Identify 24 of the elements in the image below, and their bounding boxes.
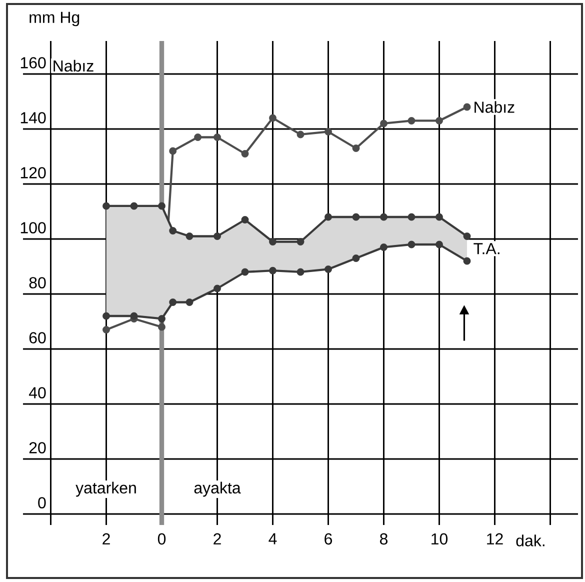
x-axis-title: dak.: [516, 534, 544, 546]
x-tick-label: 2: [102, 533, 110, 544]
x-tick-label: 12: [487, 533, 503, 544]
y-tick-label: 160: [20, 57, 46, 68]
series-label: Nabız: [474, 101, 514, 113]
x-tick-label: 6: [324, 533, 332, 545]
x-tick-label: 0: [158, 533, 166, 545]
y-tick-label: 20: [29, 442, 46, 454]
y-tick-label: 0: [38, 497, 46, 508]
y-tick-label: 40: [28, 387, 46, 398]
annotation: yatarken: [76, 482, 136, 497]
series-label: T.A.: [474, 243, 500, 254]
y-tick-label: 80: [29, 277, 46, 288]
x-tick-label: 4: [268, 533, 277, 544]
y-tick-label: 140: [20, 112, 46, 124]
x-tick-label: 2: [214, 533, 221, 544]
x-tick-label: 10: [432, 533, 448, 545]
x-tick-label: 8: [380, 533, 388, 545]
y-tick-label: 120: [20, 167, 46, 178]
annotation: ayakta: [194, 482, 241, 497]
y-axis-title: mm Hg: [30, 12, 80, 26]
y-tick-label: 100: [20, 222, 46, 234]
y-tick-label: 60: [29, 332, 46, 344]
annotation: Nabız: [54, 60, 94, 72]
